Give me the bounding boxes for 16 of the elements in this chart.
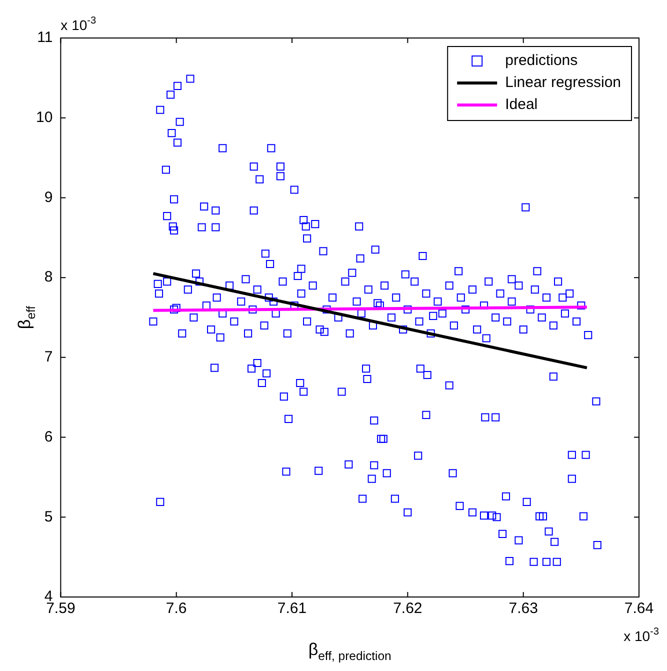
x-tick-label: 7.64 (624, 600, 654, 618)
y-tick-label: 7 (44, 348, 53, 366)
y-tick-label: 6 (44, 428, 53, 446)
y-axis-title: βeff (15, 305, 38, 330)
y-tick-label: 8 (44, 268, 53, 286)
x-tick-label: 7.62 (393, 600, 422, 618)
x-tick-label: 7.6 (166, 600, 187, 618)
y-tick-label: 11 (37, 29, 53, 46)
x-tick-label: 7.61 (277, 600, 307, 618)
legend-label: predictions (505, 52, 578, 70)
legend-label: Ideal (505, 96, 538, 114)
legend-label: Linear regression (505, 74, 622, 92)
x-tick-label: 7.63 (508, 600, 538, 618)
y-tick-label: 10 (36, 109, 53, 126)
y-tick-label: 9 (44, 188, 53, 206)
y-tick-label: 5 (44, 508, 53, 526)
